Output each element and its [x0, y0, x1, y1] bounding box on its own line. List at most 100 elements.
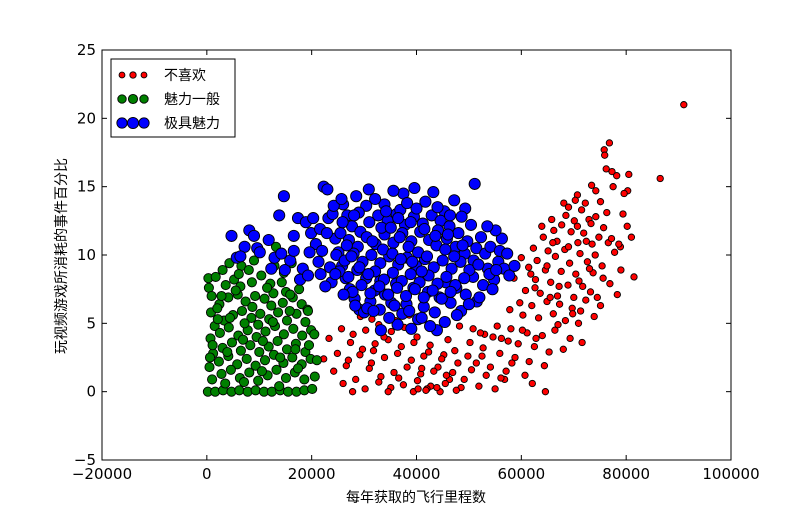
scatter-point — [388, 299, 401, 312]
scatter-point — [406, 255, 419, 268]
scatter-point — [244, 367, 255, 378]
legend-label: 极具魅力 — [164, 116, 220, 132]
scatter-point — [466, 338, 474, 347]
scatter-point — [349, 299, 362, 312]
scatter-point — [564, 203, 573, 211]
scatter-point — [307, 212, 320, 225]
scatter-point — [314, 268, 327, 281]
scatter-point — [344, 356, 353, 364]
scatter-point — [455, 322, 464, 330]
scatter-point — [464, 218, 478, 231]
scatter-point — [415, 311, 428, 324]
scatter-point — [538, 222, 546, 230]
scatter-point — [607, 234, 616, 243]
scatter-point — [402, 240, 415, 253]
scatter-point — [519, 311, 527, 319]
scatter-point — [558, 221, 566, 229]
scatter-point — [443, 209, 457, 222]
scatter-point — [277, 297, 288, 308]
scatter-point — [245, 340, 256, 351]
scatter-point — [588, 240, 596, 248]
scatter-point — [287, 229, 300, 242]
scatter-point — [452, 386, 460, 394]
scatter-point — [399, 289, 413, 303]
scatter-point — [299, 374, 310, 385]
scatter-point — [356, 351, 364, 359]
scatter-point — [207, 340, 218, 351]
scatter-point — [255, 308, 266, 319]
scatter-point — [422, 386, 430, 394]
x-tick-label: 80000 — [602, 465, 650, 483]
scatter-point — [287, 244, 300, 257]
scatter-point — [365, 364, 373, 373]
scatter-point — [272, 336, 283, 347]
scatter-point — [373, 280, 386, 293]
scatter-point — [491, 385, 499, 393]
scatter-point — [274, 381, 285, 392]
scatter-point — [572, 270, 580, 278]
scatter-point — [413, 377, 422, 385]
scatter-point — [444, 285, 457, 298]
scatter-point — [246, 312, 257, 323]
scatter-point — [419, 195, 432, 208]
legend-marker — [118, 71, 126, 79]
scatter-point — [223, 322, 234, 333]
scatter-point — [393, 231, 406, 244]
scatter-point — [566, 334, 574, 343]
scatter-point — [217, 264, 228, 276]
scatter-point — [531, 275, 540, 284]
scatter-point — [259, 293, 270, 304]
scatter-point — [248, 255, 260, 266]
scatter-point — [259, 355, 271, 366]
scatter-point — [571, 196, 579, 204]
scatter-point — [567, 228, 575, 236]
scatter-point — [307, 383, 318, 394]
scatter-point — [284, 305, 295, 317]
scatter-point — [320, 227, 333, 240]
scatter-point — [561, 316, 570, 325]
scatter-point — [531, 284, 539, 292]
scatter-point — [601, 151, 609, 159]
scatter-point — [327, 199, 340, 212]
legend-marker — [140, 71, 148, 79]
scatter-point — [428, 306, 441, 319]
scatter-point — [449, 368, 457, 377]
scatter-point — [262, 282, 273, 293]
scatter-point — [234, 385, 245, 396]
x-tick-label: −20000 — [72, 465, 132, 483]
scatter-point — [250, 385, 261, 396]
scatter-point — [424, 320, 437, 333]
scatter-point — [504, 337, 512, 345]
scatter-point — [210, 271, 221, 282]
scatter-point — [587, 219, 595, 228]
scatter-point — [606, 280, 614, 288]
scatter-point — [236, 305, 248, 317]
scatter-point — [613, 290, 621, 299]
scatter-point — [456, 239, 469, 252]
scatter-point — [533, 256, 541, 265]
scatter-point — [502, 367, 510, 375]
scatter-point — [546, 293, 554, 302]
scatter-point — [482, 371, 490, 379]
scatter-point — [444, 336, 452, 344]
scatter-point — [478, 352, 486, 360]
scatter-point — [490, 263, 503, 277]
scatter-point — [448, 194, 461, 207]
scatter-point — [440, 270, 453, 283]
scatter-point — [592, 213, 600, 221]
scatter-point — [216, 290, 227, 302]
scatter-point — [404, 268, 417, 281]
scatter-point — [410, 338, 418, 347]
scatter-point — [363, 216, 376, 229]
legend-marker — [129, 71, 137, 79]
scatter-point — [451, 347, 459, 355]
scatter-point — [271, 364, 282, 375]
scatter-point — [587, 181, 596, 189]
scatter-point — [599, 224, 608, 232]
scatter-point — [530, 342, 539, 351]
scatter-point — [273, 307, 284, 318]
scatter-point — [393, 349, 402, 358]
y-tick-label: 15 — [77, 178, 96, 196]
scatter-point — [247, 301, 258, 312]
